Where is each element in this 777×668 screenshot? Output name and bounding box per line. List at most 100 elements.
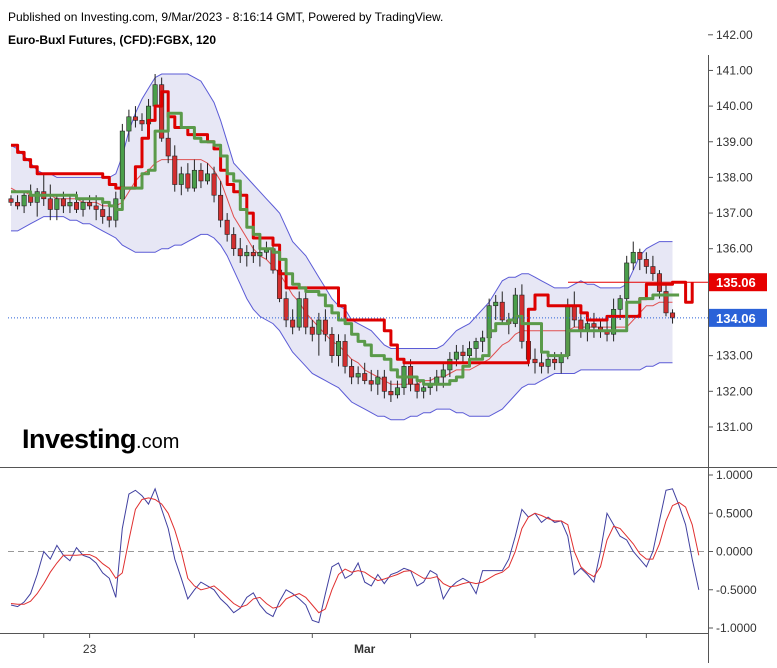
candle-body xyxy=(172,155,178,185)
candle-body xyxy=(493,301,499,307)
candle xyxy=(532,348,538,374)
candle xyxy=(178,166,184,196)
candle-body xyxy=(670,312,676,319)
candle-body xyxy=(624,262,630,299)
candle-body xyxy=(185,173,191,189)
candle-body xyxy=(611,309,617,335)
candle-body xyxy=(159,84,165,139)
candle xyxy=(624,255,630,303)
candle xyxy=(250,245,256,263)
candle-body xyxy=(224,219,230,235)
price-tick-label: 141.00 xyxy=(716,63,753,77)
time-tick-label: 23 xyxy=(83,642,97,656)
candle-body xyxy=(198,169,204,182)
price-tick-label: 131.00 xyxy=(716,420,753,434)
candle-body xyxy=(362,373,368,381)
candle xyxy=(545,355,551,374)
candle xyxy=(322,309,328,342)
candle-body xyxy=(335,341,341,356)
candle-body xyxy=(283,298,289,321)
candle xyxy=(670,309,676,324)
candle-body xyxy=(47,198,53,210)
candle-body xyxy=(630,251,636,264)
candle-body xyxy=(414,383,420,392)
candle-body xyxy=(309,326,315,335)
logo-brand: Investing xyxy=(22,424,137,454)
candle xyxy=(480,330,486,353)
candle-body xyxy=(552,358,558,364)
candle xyxy=(381,369,387,399)
candle xyxy=(460,344,466,363)
candle-body xyxy=(453,351,459,360)
last-price-label-text: 135.06 xyxy=(716,275,756,290)
candle-body xyxy=(152,84,158,107)
candle xyxy=(362,362,368,385)
candle xyxy=(237,238,243,263)
candle xyxy=(231,227,237,256)
candle-body xyxy=(512,294,518,324)
candle xyxy=(591,312,597,338)
candle xyxy=(290,309,296,335)
candle-body xyxy=(440,369,446,378)
last-price-label: 135.06 xyxy=(709,273,767,292)
candle xyxy=(342,334,348,374)
candle-body xyxy=(466,348,472,356)
candle-body xyxy=(322,319,328,335)
candle-body xyxy=(191,169,197,189)
candle xyxy=(8,195,14,206)
candle xyxy=(172,145,178,192)
candle-body xyxy=(388,390,394,396)
candle-body xyxy=(231,234,237,250)
current-price-label: 134.06 xyxy=(709,308,767,327)
time-axis: 23 Mar xyxy=(43,633,647,656)
candle xyxy=(355,366,361,385)
candle xyxy=(191,159,197,192)
candle xyxy=(198,163,204,189)
candle-body xyxy=(74,202,80,210)
candle xyxy=(257,248,263,267)
candle xyxy=(388,380,394,402)
candle xyxy=(368,369,374,392)
candle-body xyxy=(368,380,374,385)
candle xyxy=(408,359,414,392)
instrument-title: Euro-Buxl Futures, (CFD):FGBX, 120 xyxy=(8,33,217,47)
candle-body xyxy=(329,333,335,356)
candle-body xyxy=(54,198,60,210)
candle xyxy=(54,195,60,221)
candle-body xyxy=(87,202,93,207)
candle-body xyxy=(257,251,263,257)
price-tick-label: 142.00 xyxy=(716,28,753,42)
candle-body xyxy=(165,137,171,157)
candle xyxy=(165,131,171,164)
candle xyxy=(643,252,649,274)
candle-body xyxy=(93,205,99,210)
candle-body xyxy=(473,341,479,349)
price-tick-label: 132.00 xyxy=(716,384,753,398)
candle xyxy=(126,109,132,142)
candle-body xyxy=(296,298,302,328)
candle-body xyxy=(663,291,669,314)
candle xyxy=(283,291,289,328)
tenkan-line xyxy=(11,111,680,386)
candle xyxy=(539,352,545,374)
candle-body xyxy=(15,202,21,207)
candle xyxy=(80,198,86,217)
price-tick-label: 139.00 xyxy=(716,135,753,149)
candle-body xyxy=(237,248,243,257)
last-price-label-bg xyxy=(709,273,767,292)
candle-body xyxy=(67,202,73,207)
price-tick-label: 140.00 xyxy=(716,99,753,113)
candle-body xyxy=(100,209,106,217)
candle xyxy=(224,213,230,242)
candle xyxy=(637,248,643,271)
candle-body xyxy=(342,341,348,367)
candle xyxy=(349,359,355,385)
candle xyxy=(316,312,322,356)
oscillator-tick-label: -1.0000 xyxy=(716,621,757,635)
candle xyxy=(447,352,453,378)
candle-body xyxy=(106,216,112,221)
candle xyxy=(34,188,40,217)
candle-body xyxy=(126,116,132,132)
candle xyxy=(630,241,636,271)
candle xyxy=(296,291,302,331)
